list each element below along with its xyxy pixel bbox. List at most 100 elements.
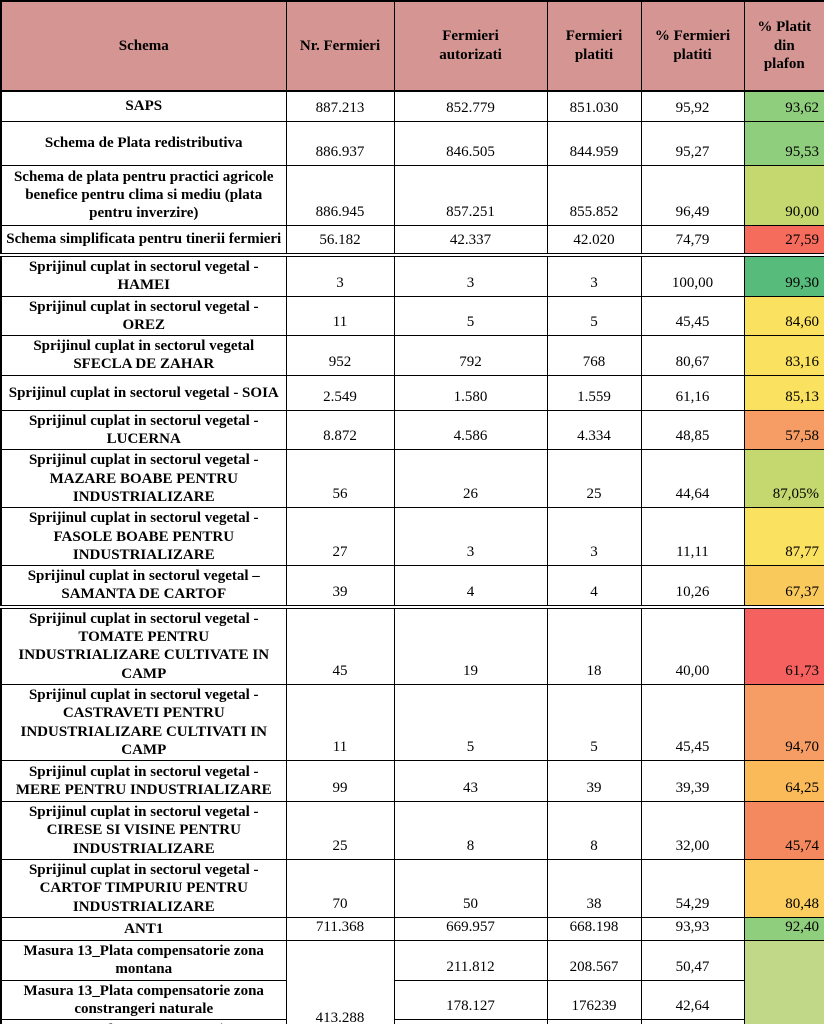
fermieri-platiti-cell: 851.030 [546,90,642,122]
fermieri-autorizati-cell: 1.580 [393,374,548,411]
fermieri-platiti-cell: 3 [546,252,642,297]
fermieri-autorizati-cell: 846.505 [393,120,548,166]
schema-cell: Schema simplificata pentru tinerii fermi… [0,224,287,256]
header-nr-fermieri: Nr. Fermieri [285,0,395,92]
table-row: Sprijinul cuplat in sectorul vegetal - S… [0,374,824,411]
pct-fermieri-platiti-cell: 42,64 [640,979,745,1021]
pct-platit-plafon-cell: 87,05% [743,449,824,509]
fermieri-platiti-cell: 208.567 [546,939,642,981]
table-row: Schema de Plata redistributiva 886.937 846… [0,120,824,166]
pct-fermieri-platiti-cell: 61,16 [640,374,745,411]
nr-fermieri-cell: 8.872 [285,409,395,451]
table-row: Sprijinul cuplat in sectorul vegetal - T… [0,604,824,685]
pct-platit-plafon-cell: 45,74 [743,801,824,861]
pct-fermieri-platiti-cell: 74,79 [640,224,745,256]
pct-platit-plafon-cell: 83,16 [743,335,824,376]
schema-cell: ANT1 [0,916,287,941]
fermieri-autorizati-cell: 211.812 [393,939,548,981]
pct-platit-plafon-cell: 90,00 [743,164,824,226]
schema-cell: Sprijinul cuplat in sectorul vegetal - H… [0,252,287,297]
nr-fermieri-cell: 952 [285,335,395,376]
pct-fermieri-platiti-cell: 45,45 [640,295,745,337]
pct-platit-plafon-cell: 95,53 [743,120,824,166]
schema-cell: Schema de plata pentru practici agricole… [0,164,287,226]
pct-fermieri-platiti-cell: 39,39 [640,760,745,803]
fermieri-platiti-cell: 5 [546,295,642,337]
pct-platit-plafon-cell: 89,19 [743,939,824,1024]
nr-fermieri-cell: 45 [285,604,395,685]
table-row: Sprijinul cuplat in sectorul vegetal - L… [0,409,824,451]
pct-platit-plafon-cell: 61,73 [743,604,824,685]
nr-fermieri-cell: 711.368 [285,916,395,941]
pct-fermieri-platiti-cell: 44,64 [640,449,745,509]
fermieri-platiti-cell: 25 [546,449,642,509]
nr-fermieri-cell: 886.937 [285,120,395,166]
nr-fermieri-cell: 70 [285,859,395,918]
nr-fermieri-cell: 27 [285,507,395,567]
nr-fermieri-cell: 56 [285,449,395,509]
header-pct-fermieri-platiti: % Fermieri platiti [640,0,745,92]
pct-fermieri-platiti-cell: 80,67 [640,335,745,376]
pct-platit-plafon-cell: 94,70 [743,683,824,762]
fermieri-platiti-cell: 3 [546,507,642,567]
schema-cell: Sprijinul cuplat in sectorul vegetal - T… [0,604,287,685]
pct-fermieri-platiti-cell: 10,26 [640,565,745,608]
fermieri-autorizati-cell: 857.251 [393,164,548,226]
table-row: Sprijinul cuplat in sectorul vegetal - F… [0,507,824,567]
nr-fermieri-cell: 11 [285,295,395,337]
table-row: Sprijinul cuplat in sectorul vegetal - C… [0,801,824,861]
header-fermieri-platiti: Fermieri platiti [546,0,642,92]
table-body: SAPS 887.213 852.779 851.030 95,92 93,62 Schem… [0,90,824,1024]
schema-cell: SAPS [0,90,287,122]
table-header: Schema Nr. Fermieri Fermieri autorizati … [0,0,824,92]
fermieri-platiti-cell: 4 [546,565,642,608]
schema-cell: Sprijinul cuplat in sectorul vegetal - C… [0,683,287,762]
nr-fermieri-cell: 2.549 [285,374,395,411]
fermieri-autorizati-cell: 42.337 [393,224,548,256]
fermieri-platiti-cell: 39 [546,760,642,803]
nr-fermieri-cell: 39 [285,565,395,608]
fermieri-autorizati-cell: 669.957 [393,916,548,941]
schema-cell: Masura 13_Plata compensatorie zona const… [0,979,287,1021]
nr-fermieri-cell: 413.288 [285,939,395,1024]
nr-fermieri-cell: 56.182 [285,224,395,256]
fermieri-platiti-cell: 5 [546,683,642,762]
pct-fermieri-platiti-cell: 54,29 [640,859,745,918]
fermieri-platiti-cell: 1.559 [546,374,642,411]
pct-platit-plafon-cell: 27,59 [743,224,824,256]
table-row: Sprijinul cuplat in sectorul vegetal - H… [0,252,824,297]
pct-platit-plafon-cell: 64,25 [743,760,824,803]
table-row: Sprijinul cuplat in sectorul vegetal SFE… [0,335,824,376]
table-row: SAPS 887.213 852.779 851.030 95,92 93,62 [0,90,824,122]
header-schema: Schema [0,0,287,92]
pct-platit-plafon-cell: 99,30 [743,252,824,297]
nr-fermieri-cell: 11 [285,683,395,762]
pct-platit-plafon-cell: 67,37 [743,565,824,608]
fermieri-platiti-cell: 4.334 [546,409,642,451]
fermieri-autorizati-cell: 2.301 [393,1019,548,1024]
fermieri-platiti-cell: 176239 [546,979,642,1021]
fermieri-platiti-cell: 8 [546,801,642,861]
table-row: Schema de plata pentru practici agricole… [0,164,824,226]
schema-cell: Sprijinul cuplat in sectorul vegetal - C… [0,801,287,861]
schema-cell: Sprijinul cuplat in sectorul vegetal - M… [0,449,287,509]
fermieri-platiti-cell: 18 [546,604,642,685]
fermieri-autorizati-cell: 4.586 [393,409,548,451]
pct-fermieri-platiti-cell: 50,47 [640,939,745,981]
nr-fermieri-cell: 3 [285,252,395,297]
schema-cell: Sprijinul cuplat in sectorul vegetal - S… [0,374,287,411]
pct-platit-plafon-cell: 93,62 [743,90,824,122]
pct-fermieri-platiti-cell: 100,00 [640,252,745,297]
nr-fermieri-cell: 99 [285,760,395,803]
nr-fermieri-cell: 25 [285,801,395,861]
fermieri-autorizati-cell: 8 [393,801,548,861]
schema-cell: Sprijinul cuplat in sectorul vegetal - L… [0,409,287,451]
pct-platit-plafon-cell: 80,48 [743,859,824,918]
pct-platit-plafon-cell: 57,58 [743,409,824,451]
fermieri-platiti-cell: 844.959 [546,120,642,166]
nr-fermieri-cell: 886.945 [285,164,395,226]
fermieri-autorizati-cell: 4 [393,565,548,608]
fermieri-autorizati-cell: 792 [393,335,548,376]
header-fermieri-autorizati: Fermieri autorizati [393,0,548,92]
